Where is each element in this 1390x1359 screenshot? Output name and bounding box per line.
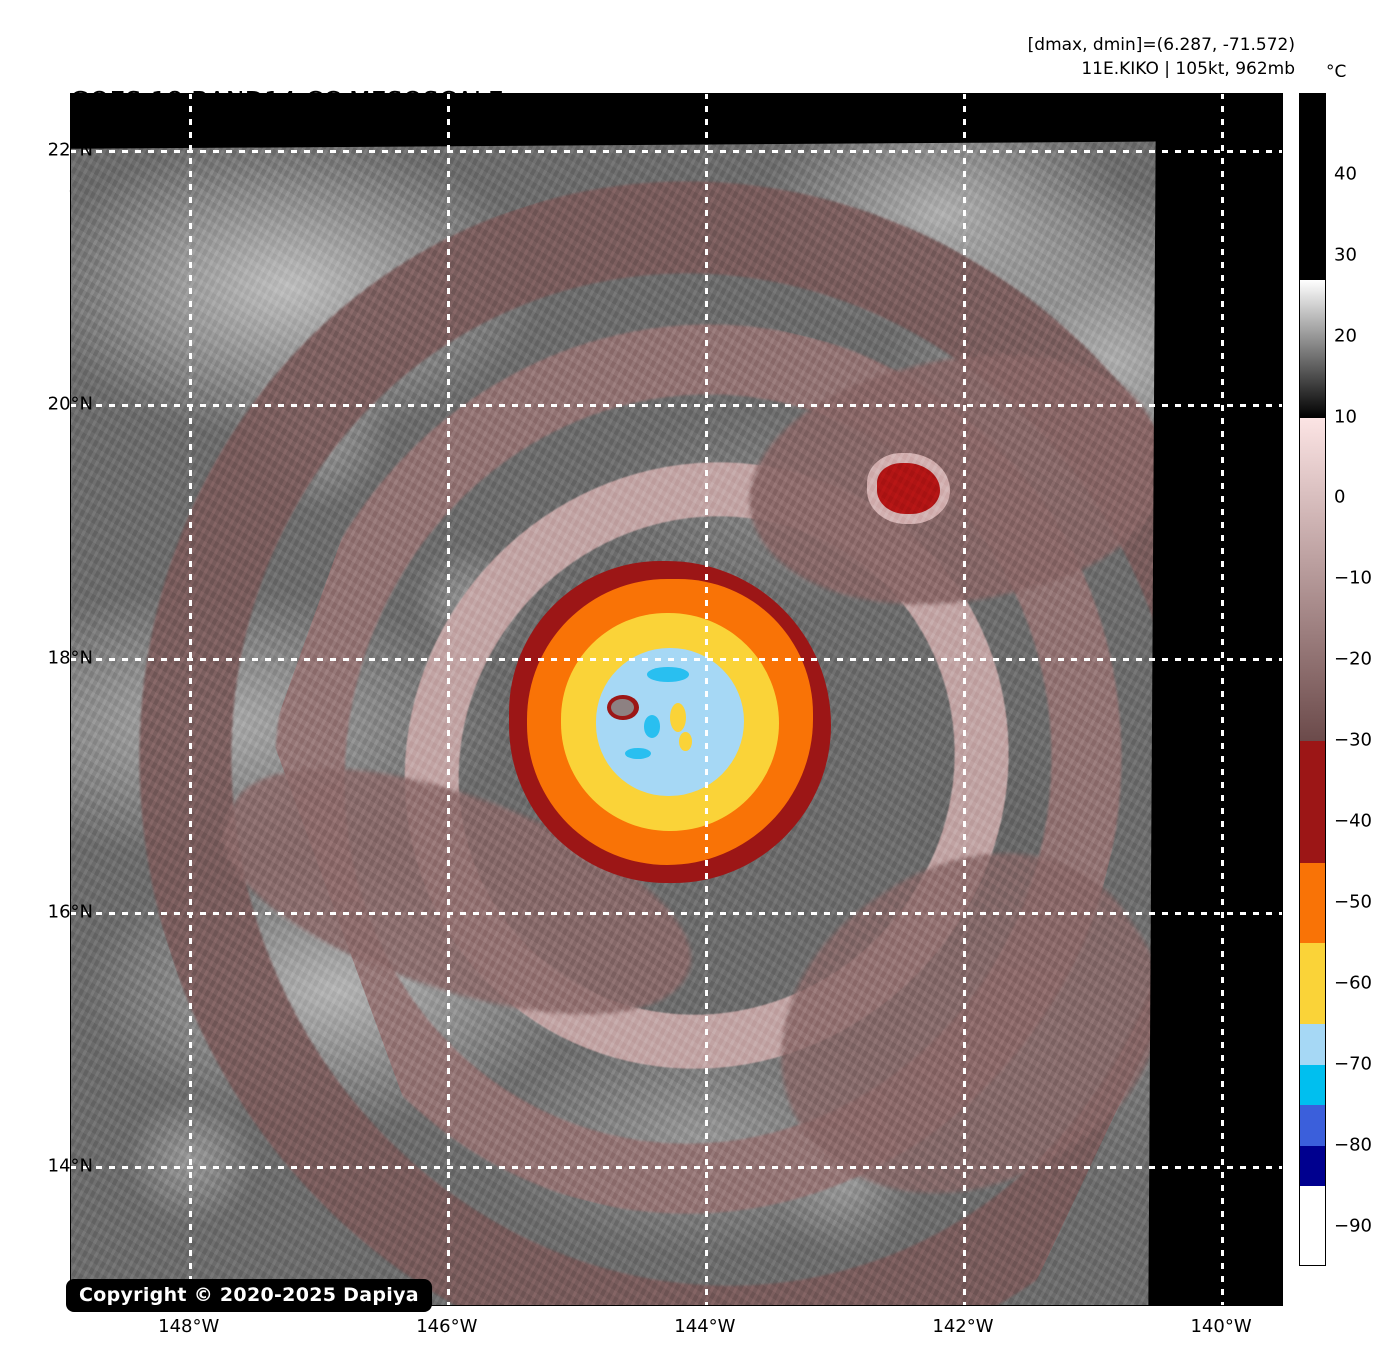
storm-info-label: 11E.KIKO | 105kt, 962mb: [1081, 59, 1295, 79]
colorbar-segment-black-warm: [1300, 94, 1325, 281]
colorbar-tick--10: −10: [1334, 567, 1372, 589]
colorbar-segment-yellow: [1300, 943, 1325, 1025]
cold-top-patch-c: [624, 747, 651, 759]
northeast-convective-burst: [876, 462, 940, 514]
colorbar-segment-orange: [1300, 862, 1325, 944]
storm-center-eyewall: [509, 561, 831, 883]
colorbar-tick--40: −40: [1334, 810, 1372, 832]
colorbar-tick--60: −60: [1334, 972, 1372, 994]
ytick-14°N: 14°N: [47, 1155, 93, 1177]
cold-top-patch-b: [644, 715, 661, 738]
xtick-146°W: 146°W: [416, 1316, 478, 1337]
data-range-label: [dmax, dmin]=(6.287, -71.572): [1027, 35, 1295, 55]
colorbar-tick--90: −90: [1334, 1215, 1372, 1237]
colorbar-tick-40: 40: [1334, 163, 1357, 185]
xtick-144°W: 144°W: [674, 1316, 736, 1337]
colorbar-segment-blue: [1300, 1105, 1325, 1147]
storm-eye: [611, 698, 635, 717]
colorbar-segment-brown-ramp: [1300, 417, 1325, 742]
colorbar-segment-cyan: [1300, 1064, 1325, 1106]
colorbar-tick--70: −70: [1334, 1053, 1372, 1075]
colorbar-segment-gray-ramp: [1300, 280, 1325, 419]
satellite-image-plot[interactable]: [70, 93, 1283, 1306]
colorbar-segment-navy: [1300, 1145, 1325, 1187]
colorbar-tick-0: 0: [1334, 486, 1346, 508]
cold-top-patch-a: [647, 667, 690, 682]
colorbar-tick--30: −30: [1334, 729, 1372, 751]
xtick-148°W: 148°W: [158, 1316, 220, 1337]
colorbar-unit-label: °C: [1326, 62, 1347, 82]
ytick-20°N: 20°N: [47, 393, 93, 415]
copyright-watermark: Copyright © 2020-2025 Dapiya: [66, 1279, 432, 1312]
gridline-lon-140°W: [1221, 93, 1225, 1306]
xtick-140°W: 140°W: [1190, 1316, 1252, 1337]
ytick-16°N: 16°N: [47, 901, 93, 923]
colorbar-tick-10: 10: [1334, 406, 1357, 428]
colorbar-tick--80: −80: [1334, 1134, 1372, 1156]
ytick-22°N: 22°N: [47, 139, 93, 161]
colorbar-tick-20: 20: [1334, 325, 1357, 347]
colorbar-tick--50: −50: [1334, 891, 1372, 913]
warm-wisp-b: [679, 731, 693, 751]
header-annotations: [dmax, dmin]=(6.287, -71.572) 11E.KIKO |…: [1028, 33, 1295, 81]
xtick-142°W: 142°W: [932, 1316, 994, 1337]
colorbar-segment-dark-red: [1300, 741, 1325, 864]
warm-wisp-a: [669, 702, 686, 732]
colorbar-tick-30: 30: [1334, 244, 1357, 266]
colorbar-segment-light-blue: [1300, 1024, 1325, 1066]
satellite-data-region: [70, 141, 1156, 1306]
colorbar-segment-white-coldest: [1300, 1186, 1325, 1265]
colorbar-tick--20: −20: [1334, 648, 1372, 670]
ytick-18°N: 18°N: [47, 647, 93, 669]
temperature-colorbar[interactable]: [1299, 93, 1326, 1266]
